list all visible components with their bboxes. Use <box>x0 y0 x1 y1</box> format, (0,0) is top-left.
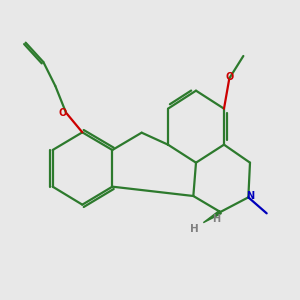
Text: O: O <box>225 72 233 82</box>
Text: H: H <box>190 224 199 234</box>
Polygon shape <box>203 211 221 223</box>
Text: H: H <box>212 214 220 224</box>
Text: N: N <box>246 191 254 201</box>
Text: O: O <box>59 108 67 118</box>
